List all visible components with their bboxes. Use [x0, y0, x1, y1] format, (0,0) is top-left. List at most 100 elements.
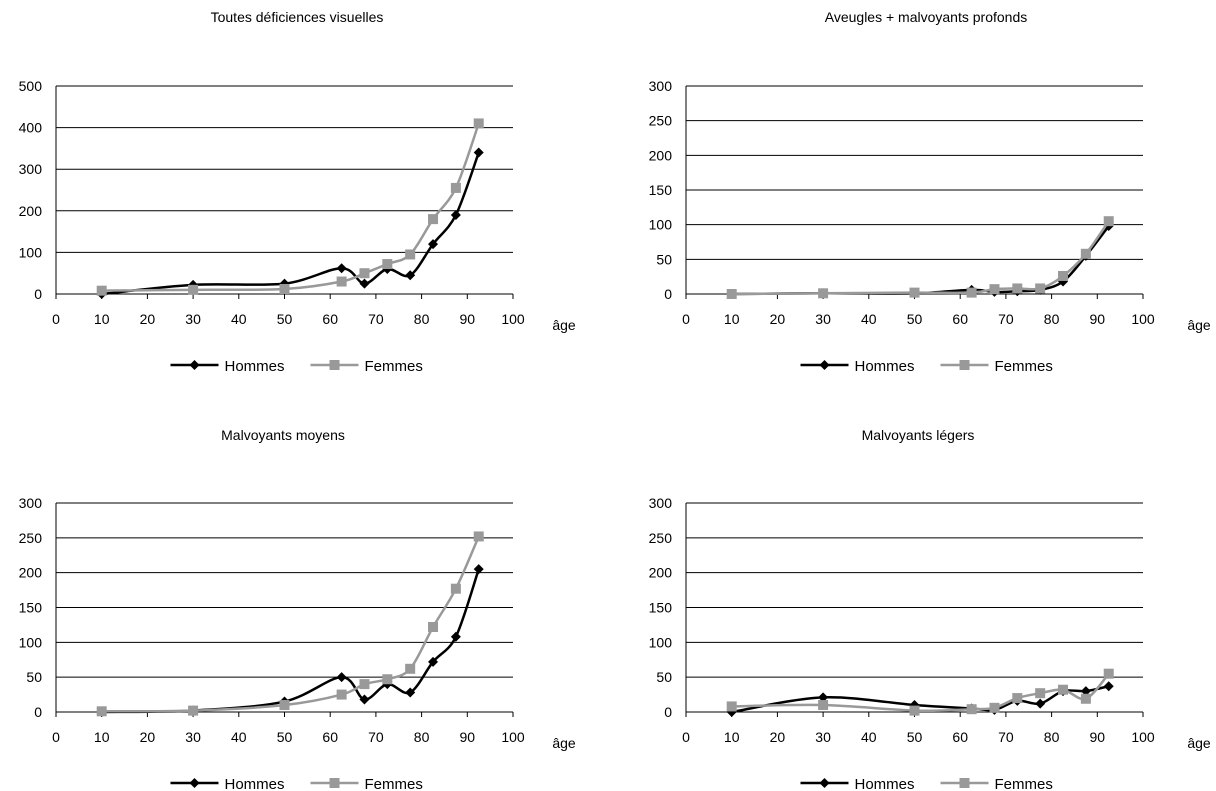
data-point-femmes: [405, 249, 416, 260]
x-tick-label: 0: [682, 311, 690, 327]
y-tick-label: 0: [34, 704, 42, 720]
legend: Hommes Femmes: [800, 776, 1053, 791]
x-axis-label: âge: [552, 735, 576, 751]
y-tick-label: 50: [656, 669, 672, 685]
x-tick-label: 40: [231, 729, 247, 745]
y-tick-label: 100: [649, 217, 673, 233]
y-tick-label: 250: [649, 530, 673, 546]
x-tick-label: 20: [140, 311, 156, 327]
x-tick-label: 30: [815, 729, 831, 745]
data-point-femmes: [909, 705, 920, 716]
y-tick-label: 300: [19, 161, 43, 177]
legend-marker-hommes: [189, 360, 200, 370]
series-line-hommes: [101, 568, 480, 714]
data-point-femmes: [428, 214, 439, 225]
x-tick-label: 100: [501, 311, 525, 327]
data-point-femmes: [966, 287, 977, 298]
y-tick-label: 400: [19, 120, 43, 136]
data-point-femmes: [1012, 283, 1023, 294]
legend-marker-hommes: [189, 778, 200, 788]
data-point-hommes: [1080, 686, 1091, 697]
y-tick-label: 200: [649, 565, 673, 581]
legend: Hommes Femmes: [170, 776, 423, 791]
data-point-hommes: [336, 672, 347, 683]
y-tick-label: 50: [26, 669, 42, 685]
x-tick-label: 80: [414, 311, 430, 327]
series-line-femmes: [731, 672, 1110, 713]
data-point-femmes: [1103, 668, 1114, 679]
x-tick-label: 50: [907, 311, 923, 327]
x-tick-label: 0: [682, 729, 690, 745]
data-point-hommes: [359, 278, 370, 289]
data-point-femmes: [1058, 270, 1069, 281]
data-point-femmes: [96, 706, 107, 717]
data-point-femmes: [188, 705, 199, 716]
x-tick-label: 10: [94, 311, 110, 327]
data-point-femmes: [450, 583, 461, 594]
data-point-femmes: [279, 700, 290, 711]
y-tick-label: 150: [19, 600, 43, 616]
data-point-femmes: [359, 268, 370, 279]
data-point-femmes: [989, 284, 1000, 295]
data-point-femmes: [336, 276, 347, 287]
data-point-femmes: [188, 284, 199, 295]
x-tick-label: 50: [907, 729, 923, 745]
y-tick-label: 250: [19, 530, 43, 546]
x-tick-label: 70: [368, 729, 384, 745]
data-point-hommes: [428, 656, 439, 667]
legend-label-hommes: Hommes: [225, 358, 285, 375]
chart-panel: Malvoyants légers 0 50 100 150 200 250 300 0 10 20…: [649, 427, 1211, 791]
x-axis-label: âge: [552, 317, 576, 333]
legend-label-hommes: Hommes: [225, 776, 285, 791]
x-tick-label: 60: [322, 311, 338, 327]
chart-title: Toutes déficiences visuelles: [211, 9, 384, 25]
x-tick-label: 80: [1044, 729, 1060, 745]
x-tick-label: 60: [952, 729, 968, 745]
x-tick-label: 50: [277, 729, 293, 745]
x-tick-label: 50: [277, 311, 293, 327]
x-tick-label: 100: [1131, 311, 1155, 327]
data-point-hommes: [818, 692, 829, 703]
data-point-femmes: [1058, 684, 1069, 695]
series-line-hommes: [101, 152, 480, 296]
x-axis-label: âge: [1187, 735, 1211, 751]
x-tick-label: 100: [501, 729, 525, 745]
x-tick-label: 20: [140, 729, 156, 745]
chart-panel: Toutes déficiences visuelles010020030040…: [19, 9, 576, 375]
chart-title: Malvoyants moyens: [221, 427, 345, 443]
y-tick-label: 500: [19, 78, 43, 94]
series-line-femmes: [731, 220, 1110, 296]
legend-label-femmes: Femmes: [995, 776, 1053, 791]
series-line-femmes: [101, 535, 480, 713]
data-point-hommes: [473, 564, 484, 575]
x-tick-label: 40: [231, 311, 247, 327]
y-tick-label: 150: [649, 182, 673, 198]
data-point-hommes: [1103, 681, 1114, 692]
x-tick-label: 10: [724, 729, 740, 745]
y-tick-label: 0: [664, 286, 672, 302]
x-tick-label: 10: [94, 729, 110, 745]
data-point-femmes: [1103, 216, 1114, 227]
data-point-femmes: [359, 679, 370, 690]
legend-label-hommes: Hommes: [855, 358, 915, 375]
series-line-hommes: [731, 685, 1109, 714]
data-point-hommes: [359, 694, 370, 705]
x-tick-label: 20: [770, 311, 786, 327]
legend-marker-femmes: [329, 360, 340, 370]
data-point-femmes: [428, 622, 439, 633]
data-point-femmes: [473, 118, 484, 129]
y-tick-label: 200: [649, 147, 673, 163]
y-tick-label: 200: [19, 203, 43, 219]
x-tick-label: 80: [414, 729, 430, 745]
legend: Hommes Femmes: [800, 358, 1053, 375]
data-point-femmes: [450, 182, 461, 193]
legend-marker-hommes: [819, 778, 830, 788]
data-point-femmes: [909, 287, 920, 298]
x-tick-label: 90: [460, 311, 476, 327]
x-tick-label: 70: [998, 311, 1014, 327]
x-tick-label: 70: [368, 311, 384, 327]
x-tick-label: 90: [1090, 311, 1106, 327]
chart-title: Aveugles + malvoyants profonds: [825, 9, 1027, 25]
y-tick-label: 50: [656, 251, 672, 267]
series-line-femmes: [101, 123, 480, 292]
